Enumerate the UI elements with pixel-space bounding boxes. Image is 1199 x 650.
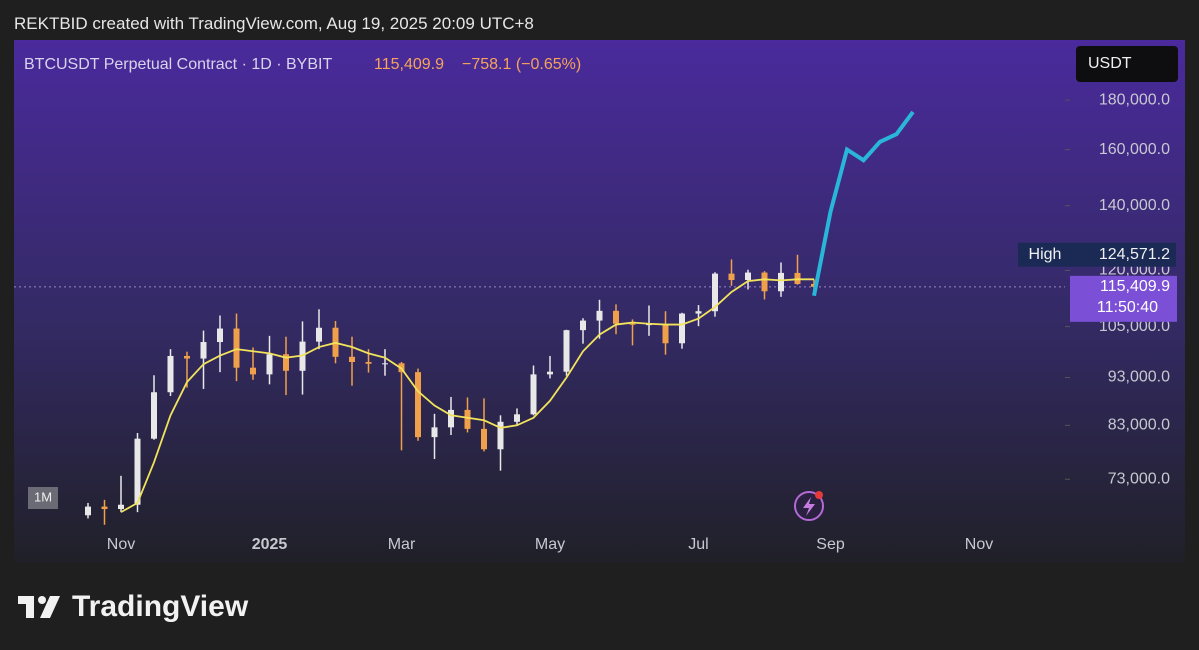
candle-body <box>530 374 537 415</box>
y-tick-label: 73,000.0 <box>1108 470 1170 487</box>
candle-body <box>134 438 141 505</box>
y-tick-label: 180,000.0 <box>1099 91 1170 108</box>
candle-body <box>629 323 636 325</box>
candle-body <box>712 273 718 312</box>
x-tick-label: Sep <box>816 536 845 553</box>
high-price-label: 124,571.2 <box>1099 246 1170 263</box>
countdown-label: 11:50:40 <box>1097 299 1158 316</box>
candle-body <box>266 354 273 375</box>
chart: 73,000.083,000.093,000.0105,000.0120,000… <box>14 40 1185 562</box>
x-tick-label: Jul <box>688 536 708 553</box>
candle-body <box>85 506 91 516</box>
last-price: 115,409.9 <box>374 56 444 73</box>
candle-body <box>497 421 504 450</box>
candle-body <box>761 272 768 292</box>
projection <box>812 110 915 297</box>
x-tick-label: May <box>535 536 565 553</box>
interval-label[interactable]: 1M <box>34 489 52 504</box>
footer-logo: TradingView <box>18 590 248 624</box>
y-tick-label: 160,000.0 <box>1099 141 1170 158</box>
x-tick-label: Nov <box>107 536 135 553</box>
candle-body <box>745 272 751 281</box>
currency-button[interactable] <box>1076 46 1178 82</box>
candle-body <box>283 354 289 371</box>
y-tick-label: 93,000.0 <box>1108 369 1170 386</box>
price-change: −758.1 (−0.65%) <box>462 56 581 73</box>
candle-body <box>580 320 586 331</box>
last-price-tag-label: 115,409.9 <box>1100 278 1170 295</box>
candle-body <box>184 355 190 359</box>
alert-dot <box>815 491 823 499</box>
high-tag-text: High <box>1029 246 1062 263</box>
last-price-tag <box>1070 275 1177 322</box>
x-tick-label: Nov <box>965 536 993 553</box>
x-tick-label: Mar <box>388 536 416 553</box>
candle-body <box>613 310 619 324</box>
y-tick-label: 105,000.0 <box>1099 318 1170 335</box>
header: REKTBID created with TradingView.com, Au… <box>14 14 534 33</box>
candle-body <box>233 328 240 368</box>
candle-body <box>695 311 702 314</box>
x-tick-label: 2025 <box>252 536 288 553</box>
candle-body <box>728 273 735 281</box>
high-price-tag <box>1072 242 1176 267</box>
candle-body <box>464 409 471 429</box>
candle-body <box>662 324 669 344</box>
y-tick-label: 83,000.0 <box>1108 417 1170 434</box>
currency-label[interactable]: USDT <box>1088 55 1132 72</box>
candle-body <box>547 371 553 375</box>
alert-bolt <box>803 497 815 516</box>
candle-body <box>778 272 784 292</box>
candle-body <box>431 427 438 438</box>
candle-body <box>101 506 108 510</box>
candle-body <box>151 392 157 439</box>
candle-body <box>349 356 355 363</box>
chart-title: BTCUSDT Perpetual Contract · 1D · BYBIT <box>24 56 332 73</box>
candle-body <box>448 409 454 428</box>
candle-body <box>118 504 124 510</box>
candle-body <box>365 362 372 364</box>
y-tick-label: 140,000.0 <box>1099 197 1170 214</box>
candle-body <box>167 355 174 393</box>
high-tag <box>1018 242 1072 267</box>
candle-body <box>250 367 256 375</box>
logo-text: TradingView <box>72 590 249 623</box>
interval-badge[interactable] <box>28 487 58 509</box>
candle-body <box>382 363 388 365</box>
candle-body <box>481 428 487 450</box>
candle-body <box>217 328 223 343</box>
logo-icon <box>18 596 60 618</box>
candle-body <box>679 313 685 344</box>
moving-average <box>120 278 814 513</box>
candle-body <box>415 372 421 438</box>
candle-body <box>596 310 603 321</box>
candle-body <box>563 330 570 372</box>
candle-body <box>514 414 520 422</box>
candle-body <box>316 327 322 342</box>
candle-body <box>200 342 207 359</box>
